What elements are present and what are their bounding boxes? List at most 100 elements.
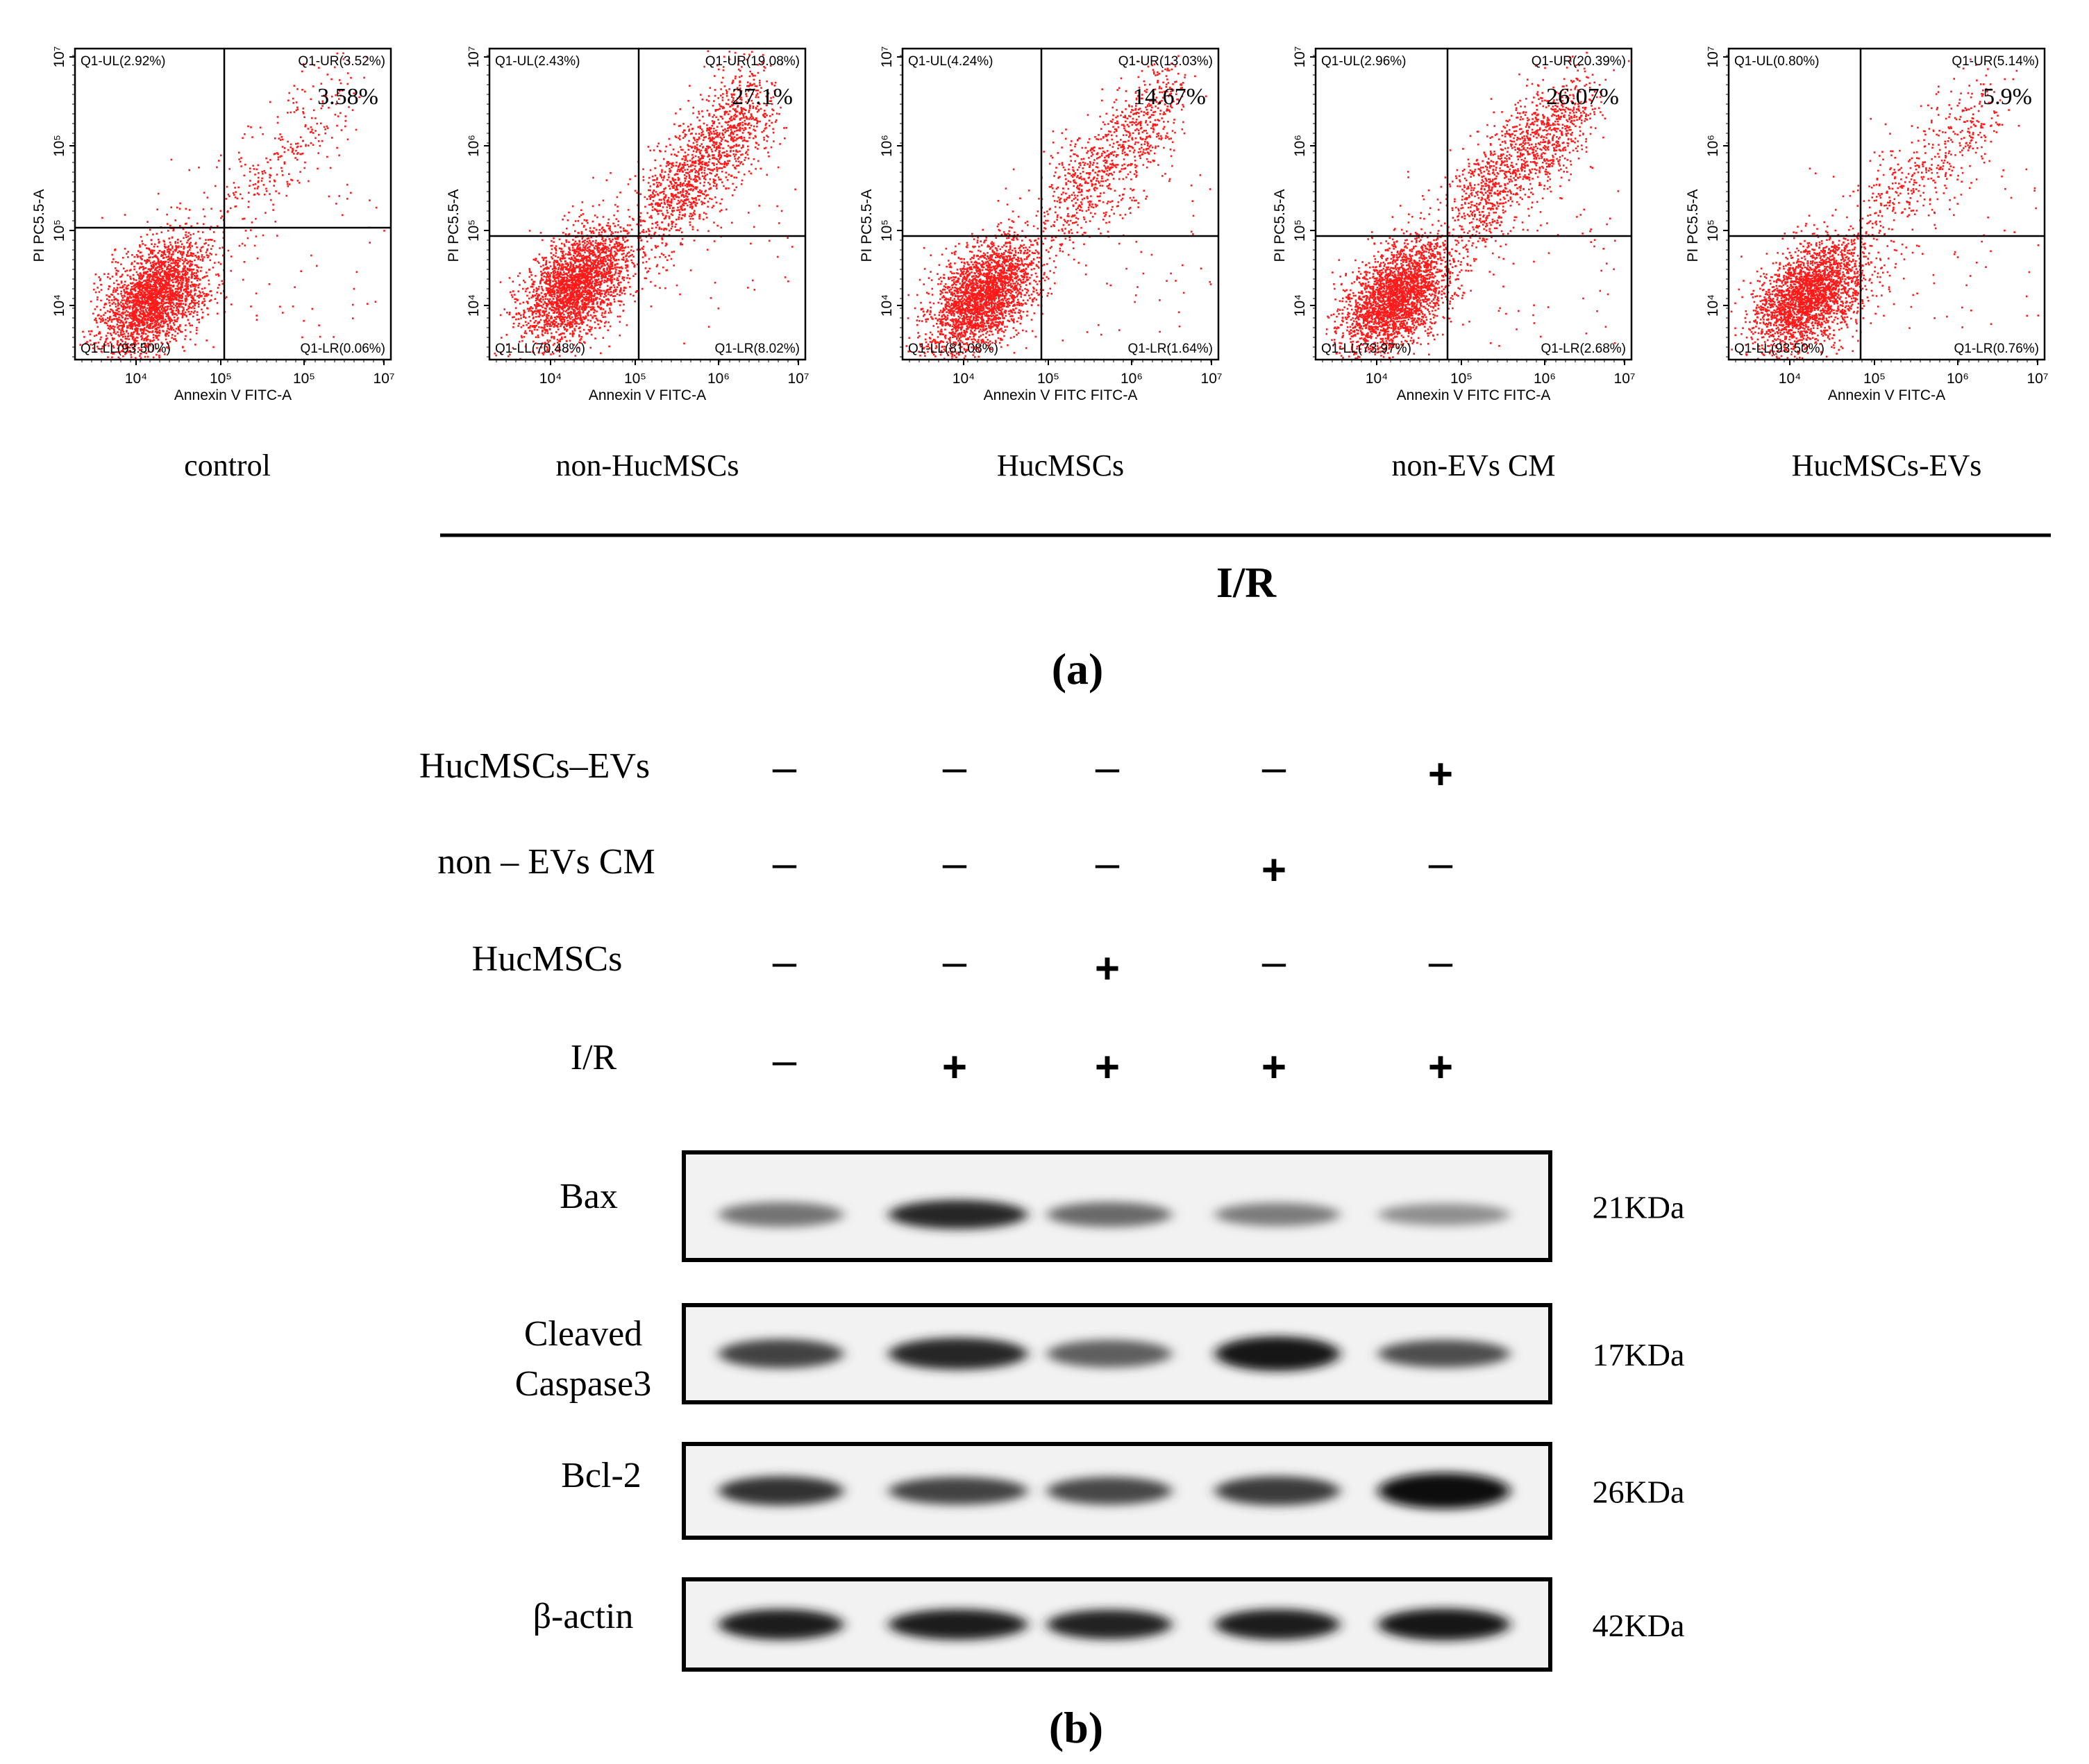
quadrant-ur-label: Q1-UR(5.14%)	[1952, 54, 2039, 69]
blot-band	[889, 1609, 1027, 1640]
blot-band	[1047, 1340, 1172, 1368]
x-tick-label: 10⁷	[1614, 371, 1636, 387]
flow-plot-3: Q1-UL(4.24%) Q1-UR(13.03%) Q1-LL(81.08%) Q1…	[859, 47, 1222, 482]
group-name: control	[184, 448, 271, 482]
plot-frame	[1727, 47, 2046, 361]
sign-minus: –	[943, 744, 967, 791]
condition-label: HucMSCs	[472, 939, 623, 979]
x-tick-label: 10⁷	[1201, 371, 1223, 387]
quadrant-ll-label: Q1-LL(73.97%)	[1321, 342, 1411, 356]
blot-band	[1378, 1203, 1510, 1226]
quadrant-lr-label: Q1-LR(2.68%)	[1541, 342, 1627, 356]
y-tick-label: 10⁵	[1705, 219, 1721, 242]
blot-band	[1215, 1202, 1340, 1227]
x-tick-label: 10⁴	[1779, 371, 1801, 387]
blot-band	[1378, 1608, 1510, 1640]
molecular-weight-label: 21KDa	[1593, 1190, 1685, 1225]
flow-plot-2: Q1-UL(2.43%) Q1-UR(19.08%) Q1-LL(70.48%) Q1…	[446, 47, 809, 482]
x-tick-label: 10⁵	[1450, 371, 1473, 387]
x-tick-label: 10⁶	[1947, 371, 1969, 387]
condition-label: I/R	[571, 1038, 617, 1077]
x-axis-label: Annexin V FITC FITC-A	[984, 387, 1138, 403]
sign-minus: –	[1096, 839, 1120, 887]
blot-band	[1378, 1340, 1510, 1368]
quadrant-ll-label: Q1-LL(70.48%)	[495, 342, 585, 356]
y-tick-label: 10⁷	[879, 47, 895, 68]
y-tick-label: 10⁶	[1292, 135, 1308, 157]
y-tick-label: 10⁵	[51, 219, 67, 242]
scatter-dots	[79, 52, 385, 360]
blot-band	[1215, 1609, 1340, 1640]
sign-minus: –	[943, 938, 967, 986]
x-tick-label: 10⁵	[1037, 371, 1059, 387]
condition-row: I/R – + + + +	[571, 1036, 1453, 1091]
blot-2: Cleaved Caspase3 17KDa	[515, 1303, 1685, 1404]
flow-plot-1: Q1-UL(2.92%) Q1-UR(3.52%) Q1-LL(93.50%) Q1-…	[31, 47, 394, 482]
sign-plus: +	[1095, 1043, 1120, 1091]
y-axis-label: PI PC5.5-A	[1272, 189, 1288, 262]
blot-band	[1378, 1472, 1510, 1509]
y-tick-label: 10⁶	[879, 135, 895, 157]
sign-minus: –	[773, 839, 797, 887]
blot-band	[1047, 1609, 1172, 1640]
y-axis-label: PI PC5.5-A	[446, 189, 462, 262]
scatter-dots	[1730, 58, 2040, 360]
quadrant-ll-label: Q1-LL(81.08%)	[908, 342, 998, 356]
quadrant-ul-label: Q1-UL(2.96%)	[1321, 54, 1407, 69]
y-tick-label: 10⁵	[466, 219, 482, 242]
blot-4: β-actin 42KDa	[533, 1577, 1685, 1672]
apoptosis-total-label: 3.58%	[317, 84, 378, 110]
x-tick-label: 10⁵	[293, 371, 315, 387]
quadrant-ll-label: Q1-LL(93.50%)	[81, 342, 171, 356]
quadrant-ur-label: Q1-UR(19.08%)	[705, 54, 800, 69]
x-tick-label: 10⁶	[1534, 371, 1556, 387]
blot-band	[719, 1202, 844, 1227]
panel-b: HucMSCs–EVs – – – – +non – EVs CM – – – + –HucMSCs…	[419, 744, 1685, 1672]
y-tick-label: 10⁵	[1292, 219, 1308, 242]
condition-label: HucMSCs–EVs	[419, 746, 650, 786]
x-tick-label: 10⁴	[125, 371, 147, 387]
y-tick-label: 10⁷	[51, 47, 67, 68]
scatter-dots	[905, 55, 1212, 360]
blot-band	[1215, 1476, 1340, 1506]
y-tick-label: 10⁵	[879, 219, 895, 242]
plot-frame	[1314, 47, 1633, 361]
group-name: HucMSCs	[997, 448, 1124, 482]
blot-1: Bax 21KDa	[560, 1150, 1685, 1262]
apoptosis-total-label: 5.9%	[1983, 84, 2032, 110]
blot-band	[889, 1477, 1027, 1505]
x-tick-label: 10⁷	[2027, 371, 2049, 387]
protein-label: Bcl-2	[561, 1456, 641, 1495]
protein-label: Caspase3	[515, 1364, 651, 1404]
molecular-weight-label: 26KDa	[1593, 1475, 1685, 1510]
quadrant-lr-label: Q1-LR(0.06%)	[301, 342, 386, 356]
y-tick-label: 10⁴	[51, 294, 67, 317]
x-axis-label: Annexin V FITC-A	[589, 387, 706, 403]
blot-band	[1215, 1336, 1340, 1371]
quadrant-ul-label: Q1-UL(0.80%)	[1734, 54, 1820, 69]
x-tick-label: 10⁵	[1863, 371, 1886, 387]
protein-label: Cleaved	[524, 1314, 642, 1354]
molecular-weight-label: 42KDa	[1593, 1608, 1685, 1643]
x-tick-label: 10⁶	[707, 371, 730, 387]
x-axis-label: Annexin V FITC-A	[1828, 387, 1945, 403]
sign-minus: –	[1429, 938, 1453, 986]
protein-label: Bax	[560, 1177, 618, 1216]
group-name: HucMSCs-EVs	[1792, 448, 1982, 482]
blot-band	[889, 1338, 1027, 1370]
blot-3: Bcl-2 26KDa	[561, 1442, 1685, 1540]
x-tick-label: 10⁶	[1121, 371, 1143, 387]
molecular-weight-label: 17KDa	[1593, 1337, 1685, 1372]
sign-minus: –	[1096, 744, 1120, 791]
y-tick-label: 10⁴	[1705, 294, 1721, 317]
quadrant-ur-label: Q1-UR(20.39%)	[1532, 54, 1626, 69]
group-name: non-EVs CM	[1392, 448, 1556, 482]
protein-label: β-actin	[533, 1597, 634, 1636]
y-tick-label: 10⁷	[466, 47, 482, 68]
quadrant-ur-label: Q1-UR(3.52%)	[298, 54, 385, 69]
sign-plus: +	[1095, 945, 1120, 993]
y-tick-label: 10⁴	[1292, 294, 1308, 317]
x-tick-label: 10⁴	[953, 371, 975, 387]
apoptosis-total-label: 26.07%	[1546, 84, 1619, 110]
